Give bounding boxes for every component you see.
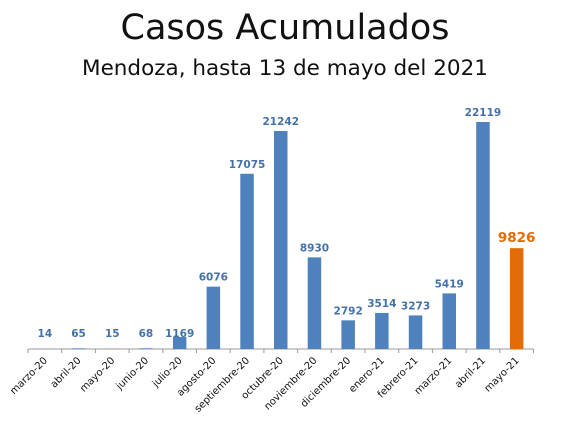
data-label-julio-20: 1169 [165, 328, 194, 340]
data-label-febrero-21: 3273 [401, 300, 430, 312]
x-tick-label-abril-20: abril-20 [49, 355, 84, 390]
bar-noviembre-20 [307, 257, 322, 349]
data-label-junio-20: 68 [139, 328, 154, 340]
bar-julio-20 [172, 337, 187, 349]
x-tick-label-junio-20: junio-20 [114, 355, 151, 392]
x-tick-label-abril-21: abril-21 [453, 355, 488, 390]
x-tick-label-julio-20: julio-20 [150, 355, 185, 390]
bar-enero-21 [375, 312, 389, 349]
data-label-marzo-20: 14 [38, 328, 53, 340]
chart-title: Casos Acumulados [120, 8, 450, 48]
data-label-mayo-20: 15 [105, 328, 120, 340]
data-label-septiembre-20: 17075 [229, 159, 266, 171]
data-label-agosto-20: 6076 [199, 272, 228, 284]
data-label-diciembre-20: 2792 [334, 305, 363, 317]
data-label-abril-20: 65 [71, 328, 86, 340]
x-tick-label-marzo-20: marzo-20 [8, 355, 50, 397]
bar-abril-20 [71, 348, 86, 349]
bar-octubre-20 [274, 131, 288, 349]
data-label-enero-21: 3514 [367, 298, 396, 310]
bar-septiembre-20 [240, 173, 254, 349]
x-tick-label-mayo-21: mayo-21 [483, 355, 522, 394]
bar-junio-20 [139, 348, 153, 349]
bar-febrero-21 [408, 315, 423, 349]
bar-marzo-21 [442, 293, 456, 349]
bar-diciembre-20 [341, 320, 355, 349]
bar-abril-21 [476, 122, 490, 349]
x-tick-label-mayo-20: mayo-20 [78, 355, 117, 394]
bar-mayo-21 [509, 248, 524, 349]
data-label-octubre-20: 21242 [262, 116, 299, 128]
data-label-marzo-21: 5419 [435, 278, 464, 290]
data-label-noviembre-20: 8930 [300, 242, 329, 254]
chart-subtitle: Mendoza, hasta 13 de mayo del 2021 [82, 56, 488, 81]
data-label-mayo-21: 9826 [498, 230, 536, 246]
data-label-abril-21: 22119 [465, 107, 502, 119]
bar-agosto-20 [206, 286, 221, 349]
